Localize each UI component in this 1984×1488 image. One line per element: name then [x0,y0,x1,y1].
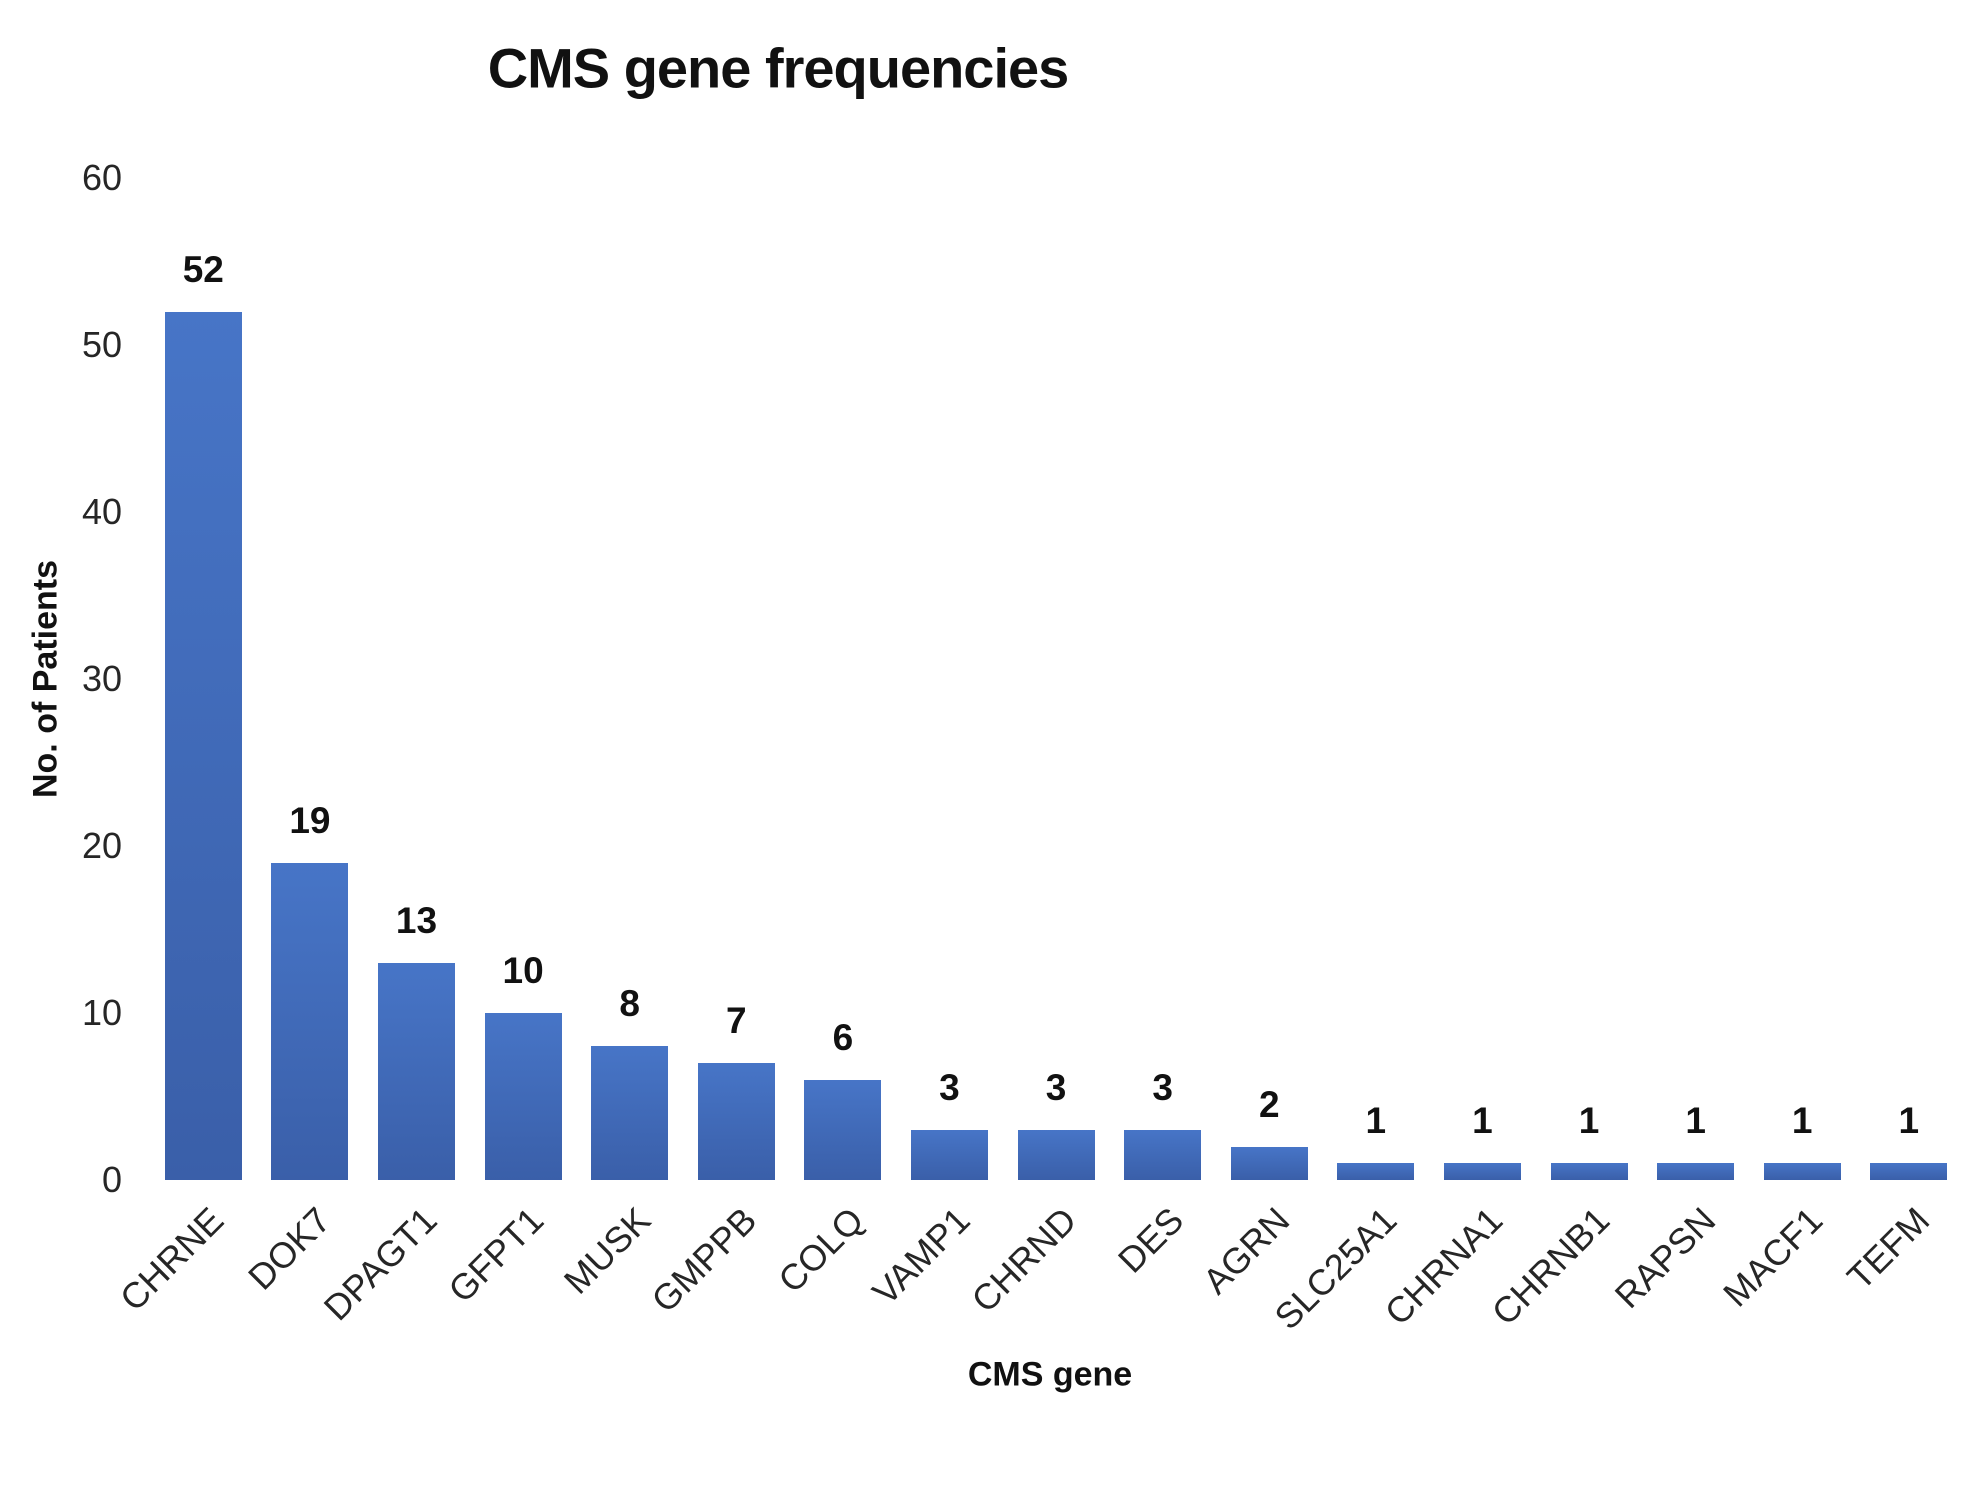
bar-slot: 1 [1536,178,1643,1180]
bar-dpagt1 [377,962,455,1180]
bar-value-label: 1 [1898,1100,1920,1142]
x-category-label: DES [1109,1199,1191,1281]
bar-gfpt1 [484,1013,562,1180]
bar-value-label: 13 [395,899,438,941]
x-category-label: COLQ [769,1199,872,1301]
bar-gmppb [697,1063,775,1180]
bar-value-label: 7 [725,1000,747,1042]
x-category-label: RAPSN [1607,1199,1724,1316]
bar-value-label: 1 [1685,1100,1706,1142]
bar-value-label: 1 [1472,1100,1493,1142]
x-axis-title: CMS gene [967,1355,1133,1394]
x-category-label: GMPPB [643,1199,765,1321]
bar-value-label: 2 [1258,1083,1280,1125]
bar-slot: 2 [1216,178,1323,1180]
bar-value-label: 52 [182,248,224,290]
bar-slot: 3 [1003,178,1110,1180]
x-category-label: DOK7 [239,1199,339,1298]
bar-slot: 3 [896,178,1003,1180]
bar-slot: 6 [790,178,897,1180]
x-category-label: CHRNB1 [1483,1199,1618,1333]
x-category-label: VAMP1 [864,1199,978,1313]
x-category-label: AGRN [1194,1199,1298,1302]
y-axis-title: No. of Patients [26,559,65,799]
x-category-label: DPAGT1 [315,1199,445,1329]
y-tick-label: 10 [81,992,122,1033]
x-category-label: MACF1 [1715,1199,1831,1315]
bar-agrn [1230,1146,1308,1180]
bar-chrne [164,311,242,1180]
bar-chrna1 [1443,1163,1521,1180]
y-tick-label: 40 [81,491,122,532]
bar-dok7 [271,862,349,1180]
x-category-label: MUSK [555,1199,658,1302]
bar-macf1 [1763,1163,1841,1180]
bar-slot: 19 [257,178,364,1180]
bar-slot: 3 [1109,178,1216,1180]
y-tick-label: 20 [81,825,122,866]
bar-value-label: 10 [502,950,544,991]
bar-slc25a1 [1337,1163,1415,1180]
bar-tefm [1870,1163,1948,1180]
bar-value-label: 1 [1791,1100,1813,1142]
bar-slot: 1 [1429,178,1536,1180]
bar-value-label: 3 [1045,1066,1067,1108]
bar-value-label: 3 [939,1066,960,1108]
bar-value-label: 8 [619,983,640,1025]
bar-vamp1 [910,1129,988,1180]
bar-slot: 1 [1323,178,1430,1180]
y-tick-label: 0 [101,1159,122,1200]
y-tick-label: 50 [81,324,122,365]
bar-des [1124,1129,1202,1180]
x-category-label: GFPT1 [440,1199,552,1311]
bar-slot: 1 [1856,178,1963,1180]
bar-value-label: 6 [832,1016,854,1058]
bar-slot: 1 [1749,178,1856,1180]
bar-slot: 10 [470,178,577,1180]
bar-colq [804,1079,882,1180]
y-tick-label: 30 [81,658,122,699]
bar-rapsn [1657,1163,1735,1180]
bar-slot: 52 [150,178,257,1180]
x-category-label: CHRNA1 [1376,1199,1511,1333]
y-tick-label: 60 [81,157,122,198]
bar-value-label: 1 [1365,1100,1387,1142]
chart-title: CMS gene frequencies [487,36,1070,100]
bar-slot: 13 [363,178,470,1180]
bar-value-label: 3 [1152,1066,1173,1108]
bar-slot: 7 [683,178,790,1180]
bar-slot: 8 [576,178,683,1180]
bar-chrnb1 [1550,1163,1628,1180]
bar-slot: 1 [1642,178,1749,1180]
x-category-label: CHRNE [112,1199,232,1319]
bar-chrnd [1017,1129,1095,1180]
plot-area: 52 19 13 10 8 7 6 3 3 3 2 1 1 1 1 1 1 [150,178,1962,1180]
bar-value-label: 19 [289,799,331,841]
x-category-label: TEFM [1838,1199,1937,1298]
bar-value-label: 1 [1578,1100,1600,1142]
bar-musk [591,1046,669,1180]
bars: 52 19 13 10 8 7 6 3 3 3 2 1 1 1 1 1 1 [150,178,1962,1180]
x-category-label: CHRND [963,1199,1085,1321]
